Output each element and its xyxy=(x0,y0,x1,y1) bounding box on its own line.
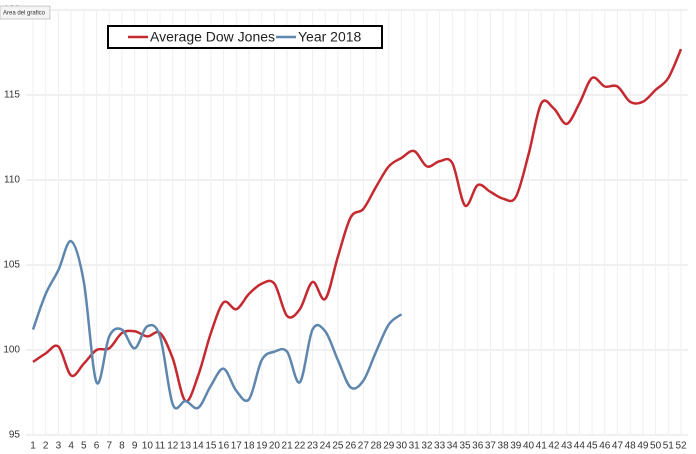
x-tick-label: 43 xyxy=(561,441,573,452)
x-tick-label: 47 xyxy=(612,441,624,452)
x-tick-label: 6 xyxy=(94,441,100,452)
x-tick-label: 46 xyxy=(599,441,611,452)
x-tick-label: 50 xyxy=(650,441,662,452)
x-tick-label: 9 xyxy=(132,441,138,452)
tooltip-box xyxy=(0,5,51,20)
x-tick-label: 36 xyxy=(472,441,484,452)
x-tick-label: 52 xyxy=(675,441,687,452)
x-tick-label: 2 xyxy=(43,441,49,452)
y-tick-label: 105 xyxy=(3,260,20,271)
x-tick-label: 21 xyxy=(282,441,294,452)
x-tick-label: 42 xyxy=(548,441,560,452)
legend-label: Average Dow Jones xyxy=(150,29,275,45)
y-tick-label: 95 xyxy=(9,430,21,441)
x-tick-label: 15 xyxy=(205,441,217,452)
x-tick-label: 20 xyxy=(269,441,281,452)
series-line xyxy=(31,239,403,410)
series-line xyxy=(32,48,683,403)
x-tick-label: 27 xyxy=(358,441,370,452)
x-tick-label: 5 xyxy=(81,441,87,452)
x-tick-label: 35 xyxy=(459,441,471,452)
x-tick-label: 37 xyxy=(485,441,497,452)
legend-box xyxy=(107,25,383,49)
x-tick-label: 33 xyxy=(434,441,446,452)
x-tick-label: 13 xyxy=(180,441,192,452)
x-tick-label: 41 xyxy=(536,441,548,452)
y-tick-label: 100 xyxy=(3,345,20,356)
grid: 9510010511011512012345678910111213141516… xyxy=(3,5,688,452)
x-tick-label: 11 xyxy=(155,441,166,452)
x-tick-label: 3 xyxy=(56,441,62,452)
x-tick-label: 48 xyxy=(625,441,637,452)
legend-label: Year 2018 xyxy=(298,29,362,45)
tooltip: Area del grafico xyxy=(3,11,46,17)
x-tick-label: 1 xyxy=(30,441,36,452)
x-tick-label: 31 xyxy=(409,441,421,452)
y-tick-label: 110 xyxy=(4,175,20,186)
x-tick-label: 39 xyxy=(510,441,522,452)
x-tick-label: 38 xyxy=(498,441,510,452)
x-tick-label: 23 xyxy=(307,441,319,452)
x-tick-label: 34 xyxy=(447,441,459,452)
x-tick-label: 25 xyxy=(332,441,344,452)
x-tick-label: 10 xyxy=(142,441,154,452)
x-tick-label: 28 xyxy=(370,441,382,452)
x-tick-label: 32 xyxy=(421,441,433,452)
lines xyxy=(31,48,683,410)
x-tick-label: 45 xyxy=(586,441,598,452)
x-tick-label: 12 xyxy=(167,441,179,452)
x-tick-label: 8 xyxy=(119,441,125,452)
x-tick-label: 18 xyxy=(243,441,255,452)
x-tick-label: 7 xyxy=(106,441,112,452)
x-tick-label: 19 xyxy=(256,441,268,452)
x-tick-label: 22 xyxy=(294,441,306,452)
x-tick-label: 29 xyxy=(383,441,395,452)
x-tick-label: 26 xyxy=(345,441,357,452)
x-tick-label: 44 xyxy=(574,441,586,452)
legend: Average Dow Jones Year 2018 xyxy=(107,25,383,49)
x-tick-label: 51 xyxy=(663,441,675,452)
x-tick-label: 4 xyxy=(68,441,74,452)
x-tick-label: 40 xyxy=(523,441,535,452)
x-tick-label: 16 xyxy=(218,441,230,452)
x-tick-label: 24 xyxy=(320,441,332,452)
y-tick-label: 115 xyxy=(4,90,20,101)
x-tick-label: 14 xyxy=(193,441,205,452)
x-tick-label: 30 xyxy=(396,441,408,452)
x-tick-label: 49 xyxy=(637,441,649,452)
x-tick-label: 17 xyxy=(231,441,243,452)
